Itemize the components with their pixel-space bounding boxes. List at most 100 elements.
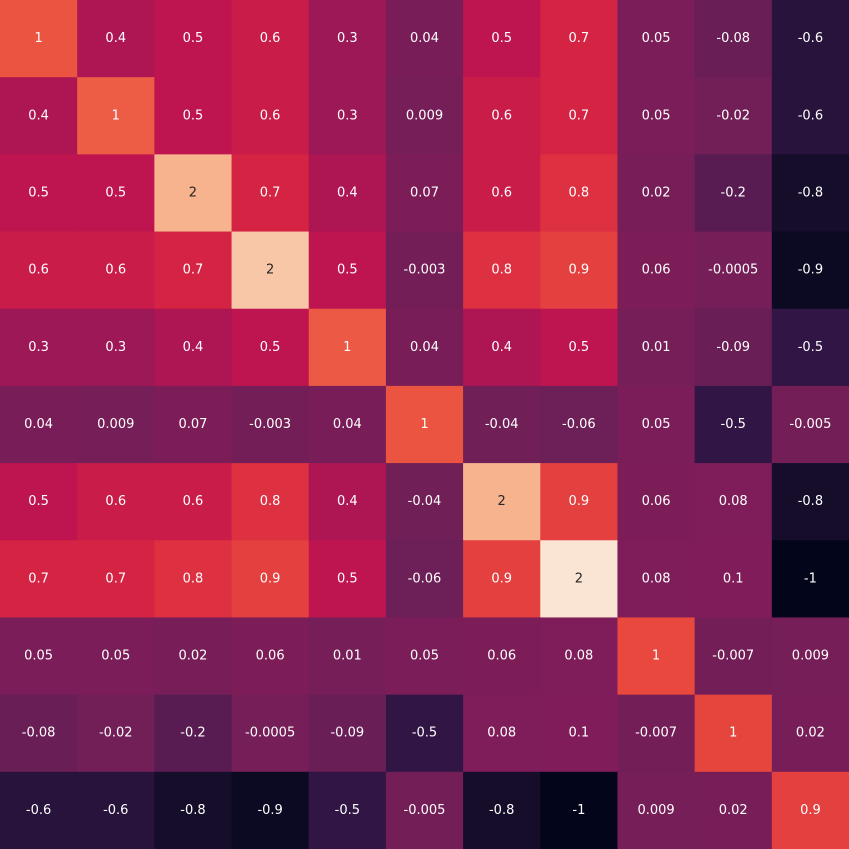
heatmap-cell-r5-c7: [540, 385, 619, 464]
heatmap-cell-labels: 1 0.4 0.5 0.6 0.3 0.04 0.5 0.7 0.05 -0.08 -0.6 0.4 1…: [22, 31, 832, 818]
heatmap-cell-r5-c6: [463, 385, 541, 464]
heatmap-cell-r0-c0: [0, 0, 78, 78]
cell-value-label-r10-c7: -1: [572, 803, 585, 818]
heatmap-cell-r3-c2: [154, 231, 233, 310]
cell-value-label-r10-c8: 0.009: [637, 803, 674, 818]
heatmap-cell-r3-c0: [0, 231, 78, 310]
heatmap-cell-r5-c4: [308, 385, 387, 464]
heatmap-cell-r2-c7: [540, 154, 619, 233]
heatmap-cell-r4-c0: [0, 308, 78, 387]
cell-value-label-r1-c7: 0.7: [569, 108, 590, 123]
cell-value-label-r2-c10: -0.8: [798, 185, 823, 200]
cell-value-label-r8-c6: 0.06: [487, 649, 516, 664]
heatmap-cell-r6-c7: [540, 463, 619, 541]
heatmap-cell-r2-c3: [231, 154, 310, 233]
heatmap-cell-r8-c8: [617, 617, 696, 696]
heatmap-cell-r3-c9: [694, 231, 773, 310]
heatmap-cell-r3-c8: [617, 231, 696, 310]
cell-value-label-r6-c3: 0.8: [260, 494, 281, 509]
heatmap-cell-r7-c9: [694, 540, 773, 619]
heatmap-cell-r5-c10: [771, 385, 849, 464]
heatmap-cell-r3-c3: [231, 231, 310, 310]
heatmap-cell-r7-c1: [77, 540, 155, 619]
cell-value-label-r10-c2: -0.8: [180, 803, 205, 818]
heatmap-cell-r9-c1: [77, 694, 155, 773]
heatmap-cell-r2-c9: [694, 154, 773, 233]
heatmap-cell-r7-c5: [385, 540, 464, 619]
cell-value-label-r6-c4: 0.4: [337, 494, 358, 509]
cell-value-label-r0-c4: 0.3: [337, 31, 358, 46]
heatmap-cell-r8-c9: [694, 617, 773, 696]
heatmap-cell-r5-c1: [77, 385, 155, 464]
heatmap-cell-r7-c6: [463, 540, 541, 619]
cell-value-label-r9-c7: 0.1: [569, 726, 590, 741]
heatmap-cell-r2-c0: [0, 154, 78, 233]
heatmap-cell-r9-c0: [0, 694, 78, 773]
cell-value-label-r10-c6: -0.8: [489, 803, 514, 818]
heatmap-cell-r1-c9: [694, 77, 773, 155]
cell-value-label-r9-c4: -0.09: [330, 726, 364, 741]
heatmap-cell-r0-c8: [617, 0, 696, 78]
heatmap-cell-r1-c6: [463, 77, 541, 155]
cell-value-label-r6-c7: 0.9: [569, 494, 590, 509]
cell-value-label-r7-c9: 0.1: [723, 571, 744, 586]
cell-value-label-r2-c9: -0.2: [721, 185, 746, 200]
cell-value-label-r6-c0: 0.5: [28, 494, 49, 509]
cell-value-label-r5-c7: -0.06: [562, 417, 596, 432]
heatmap-cell-r5-c3: [231, 385, 310, 464]
cell-value-label-r3-c8: 0.06: [642, 263, 671, 278]
cell-value-label-r7-c7: 2: [575, 571, 583, 586]
cell-value-label-r5-c2: 0.07: [178, 417, 207, 432]
cell-value-label-r6-c9: 0.08: [719, 494, 748, 509]
heatmap-cell-r3-c1: [77, 231, 155, 310]
heatmap-cell-r2-c1: [77, 154, 155, 233]
cell-value-label-r7-c5: -0.06: [408, 571, 442, 586]
cell-value-label-r1-c8: 0.05: [642, 108, 671, 123]
cell-value-label-r8-c1: 0.05: [101, 649, 130, 664]
cell-value-label-r9-c8: -0.007: [635, 726, 677, 741]
cell-value-label-r4-c3: 0.5: [260, 340, 281, 355]
heatmap-cell-r1-c0: [0, 77, 78, 155]
heatmap-cell-r10-c7: [540, 771, 619, 849]
cell-value-label-r4-c2: 0.4: [183, 340, 204, 355]
cell-value-label-r1-c2: 0.5: [183, 108, 204, 123]
cell-value-label-r10-c10: 0.9: [800, 803, 821, 818]
cell-value-label-r0-c0: 1: [34, 31, 42, 46]
heatmap-cell-r5-c2: [154, 385, 233, 464]
heatmap-cell-r8-c5: [385, 617, 464, 696]
cell-value-label-r3-c7: 0.9: [569, 263, 590, 278]
cell-value-label-r0-c5: 0.04: [410, 31, 439, 46]
heatmap-cell-r6-c8: [617, 463, 696, 541]
heatmap-cell-r1-c7: [540, 77, 619, 155]
heatmap-cell-r0-c5: [385, 0, 464, 78]
heatmap-cell-r6-c2: [154, 463, 233, 541]
cell-value-label-r10-c0: -0.6: [26, 803, 51, 818]
heatmap-cell-r4-c8: [617, 308, 696, 387]
cell-value-label-r0-c10: -0.6: [798, 31, 823, 46]
cell-value-label-r10-c9: 0.02: [719, 803, 748, 818]
cell-value-label-r4-c9: -0.09: [716, 340, 750, 355]
cell-value-label-r2-c5: 0.07: [410, 185, 439, 200]
heatmap-cell-r8-c10: [771, 617, 849, 696]
heatmap-cell-r7-c0: [0, 540, 78, 619]
heatmap-cell-r5-c9: [694, 385, 773, 464]
cell-value-label-r10-c5: -0.005: [404, 803, 446, 818]
heatmap-cell-r0-c7: [540, 0, 619, 78]
heatmap-cell-r4-c5: [385, 308, 464, 387]
cell-value-label-r4-c7: 0.5: [569, 340, 590, 355]
heatmap-cell-r1-c10: [771, 77, 849, 155]
cell-value-label-r5-c3: -0.003: [249, 417, 291, 432]
cell-value-label-r8-c2: 0.02: [178, 649, 207, 664]
heatmap-cell-r9-c6: [463, 694, 541, 773]
cell-value-label-r3-c9: -0.0005: [708, 263, 758, 278]
heatmap-cell-r10-c10: [771, 771, 849, 849]
cell-value-label-r9-c0: -0.08: [22, 726, 56, 741]
heatmap-cell-r4-c7: [540, 308, 619, 387]
cell-value-label-r2-c3: 0.7: [260, 185, 281, 200]
cell-value-label-r8-c8: 1: [652, 649, 660, 664]
cell-value-label-r9-c1: -0.02: [99, 726, 133, 741]
cell-value-label-r7-c8: 0.08: [642, 571, 671, 586]
heatmap-cell-r10-c8: [617, 771, 696, 849]
